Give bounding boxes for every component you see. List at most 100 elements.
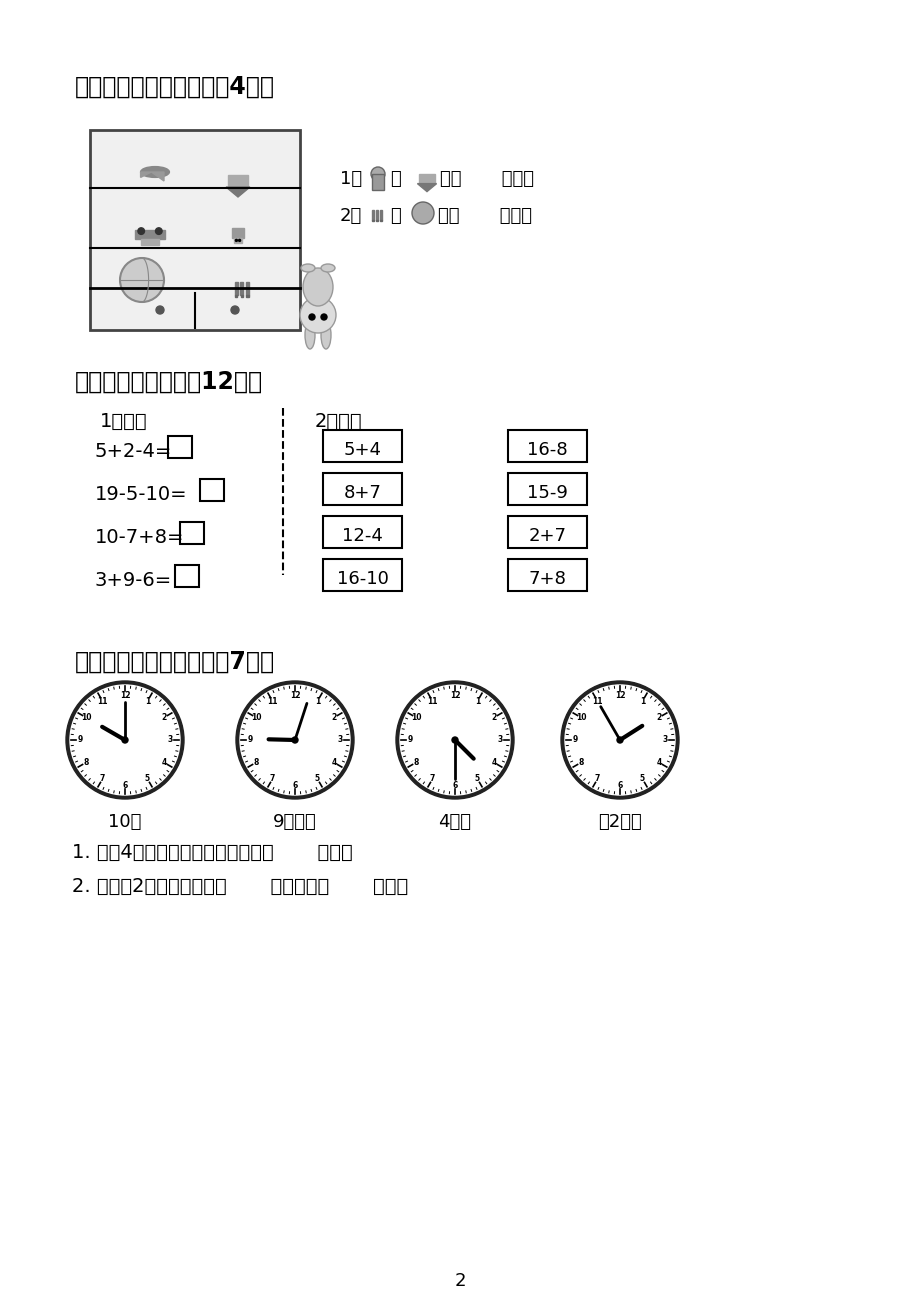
Text: 16-8: 16-8 xyxy=(527,441,567,460)
Circle shape xyxy=(155,228,162,234)
Text: 7: 7 xyxy=(595,775,599,784)
Bar xyxy=(245,283,249,294)
Text: 1: 1 xyxy=(314,697,320,706)
Circle shape xyxy=(617,737,622,743)
Text: 9: 9 xyxy=(407,736,413,745)
Text: 7+8: 7+8 xyxy=(528,570,566,589)
Text: 10-7+8=: 10-7+8= xyxy=(95,529,185,547)
Circle shape xyxy=(138,228,144,234)
Text: 1、计算: 1、计算 xyxy=(100,411,147,431)
Text: 9: 9 xyxy=(572,736,577,745)
Text: 的（       ）面。: 的（ ）面。 xyxy=(437,207,531,225)
Text: 2、连线: 2、连线 xyxy=(314,411,362,431)
Text: 三、认一认，填一填。（4分）: 三、认一认，填一填。（4分） xyxy=(75,76,275,99)
Circle shape xyxy=(235,240,237,241)
Text: 2: 2 xyxy=(161,713,166,723)
Text: 1: 1 xyxy=(144,697,150,706)
FancyBboxPatch shape xyxy=(175,565,199,587)
FancyBboxPatch shape xyxy=(323,516,402,548)
Text: 11: 11 xyxy=(426,697,437,706)
Text: 快2时了: 快2时了 xyxy=(597,812,641,831)
Bar xyxy=(241,294,243,297)
Text: 10: 10 xyxy=(81,713,91,723)
Text: 10: 10 xyxy=(251,713,261,723)
Text: 6: 6 xyxy=(617,780,622,789)
Text: 10: 10 xyxy=(410,713,421,723)
Bar xyxy=(240,283,243,294)
Text: 12: 12 xyxy=(614,690,625,699)
Text: 9: 9 xyxy=(247,736,253,745)
Circle shape xyxy=(300,297,335,333)
Text: 10时: 10时 xyxy=(108,812,142,831)
Bar xyxy=(141,238,159,245)
Text: 2: 2 xyxy=(331,713,336,723)
Ellipse shape xyxy=(141,167,169,177)
Bar xyxy=(371,210,373,220)
Text: 12: 12 xyxy=(289,690,300,699)
Text: 2: 2 xyxy=(655,713,661,723)
Text: 1: 1 xyxy=(474,697,480,706)
Circle shape xyxy=(119,258,164,302)
Text: 5: 5 xyxy=(640,775,644,784)
Bar xyxy=(371,220,373,221)
Bar xyxy=(375,210,378,220)
Text: 12: 12 xyxy=(119,690,130,699)
Text: 12-4: 12-4 xyxy=(342,527,382,546)
Text: 4: 4 xyxy=(331,758,336,767)
FancyBboxPatch shape xyxy=(199,479,223,501)
Text: 5+4: 5+4 xyxy=(343,441,381,460)
FancyBboxPatch shape xyxy=(507,430,586,462)
Circle shape xyxy=(400,685,509,796)
Polygon shape xyxy=(141,172,152,177)
Text: 2、: 2、 xyxy=(340,207,362,225)
Bar xyxy=(418,174,435,184)
Text: 9时刚过: 9时刚过 xyxy=(273,812,316,831)
Text: 1: 1 xyxy=(640,697,644,706)
FancyBboxPatch shape xyxy=(507,559,586,591)
Circle shape xyxy=(236,681,354,799)
Text: 6: 6 xyxy=(122,780,128,789)
Text: 6: 6 xyxy=(292,780,298,789)
Bar xyxy=(246,294,248,297)
Text: 11: 11 xyxy=(97,697,108,706)
Circle shape xyxy=(238,240,241,241)
Circle shape xyxy=(412,202,434,224)
Text: 3+9-6=: 3+9-6= xyxy=(95,572,172,590)
Bar xyxy=(380,220,381,221)
Bar xyxy=(228,174,248,187)
Text: 7: 7 xyxy=(99,775,105,784)
Bar xyxy=(233,238,242,243)
Polygon shape xyxy=(226,187,250,197)
FancyBboxPatch shape xyxy=(323,559,402,591)
Text: 11: 11 xyxy=(592,697,602,706)
Ellipse shape xyxy=(302,268,333,306)
Text: 2. 表示快2时的钟面是从（       ）数的第（       ）个。: 2. 表示快2时的钟面是从（ ）数的第（ ）个。 xyxy=(72,878,408,896)
Text: 19-5-10=: 19-5-10= xyxy=(95,486,187,504)
Text: 在: 在 xyxy=(390,207,401,225)
Bar xyxy=(134,230,165,238)
Circle shape xyxy=(231,306,239,314)
Text: 3: 3 xyxy=(662,736,667,745)
FancyBboxPatch shape xyxy=(507,516,586,548)
Text: 2: 2 xyxy=(454,1272,465,1290)
Text: 6: 6 xyxy=(452,780,457,789)
Text: 16-10: 16-10 xyxy=(336,570,388,589)
Polygon shape xyxy=(152,172,164,181)
Text: 15-9: 15-9 xyxy=(527,484,567,503)
FancyBboxPatch shape xyxy=(168,436,192,458)
Text: 10: 10 xyxy=(575,713,585,723)
Bar xyxy=(232,228,244,238)
Text: 在: 在 xyxy=(390,171,401,187)
Text: 11: 11 xyxy=(267,697,278,706)
Ellipse shape xyxy=(305,322,314,349)
FancyBboxPatch shape xyxy=(507,473,586,505)
Text: 7: 7 xyxy=(269,775,275,784)
Text: 8: 8 xyxy=(84,758,88,767)
Circle shape xyxy=(122,737,128,743)
Text: 5: 5 xyxy=(474,775,480,784)
Text: 4: 4 xyxy=(161,758,166,767)
Text: 8: 8 xyxy=(413,758,418,767)
Circle shape xyxy=(291,737,298,743)
Text: 5: 5 xyxy=(145,775,150,784)
Text: 5: 5 xyxy=(314,775,320,784)
